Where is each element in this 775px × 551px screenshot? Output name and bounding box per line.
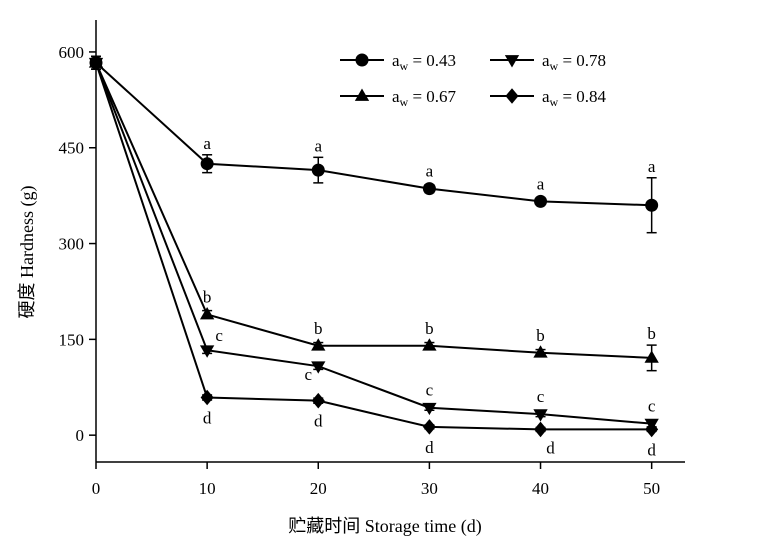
data-point bbox=[645, 421, 659, 438]
significance-letter: b bbox=[536, 326, 545, 345]
series-4-line bbox=[95, 62, 652, 431]
significance-letter: d bbox=[425, 438, 434, 457]
legend-entry-3: aw = 0.78 bbox=[490, 51, 606, 73]
series-layer: a a a a a b b b b b c c c c c d d d d d bbox=[88, 54, 659, 459]
significance-letter: c bbox=[215, 326, 223, 345]
y-tick-label-300: 300 bbox=[59, 235, 85, 254]
significance-letter: a bbox=[426, 162, 434, 181]
legend-entry-4: aw = 0.84 bbox=[490, 87, 607, 109]
series-2: b b b b b bbox=[88, 55, 659, 372]
data-point bbox=[200, 389, 214, 406]
data-point bbox=[422, 402, 437, 416]
data-point bbox=[311, 338, 326, 351]
legend: aw = 0.43 aw = 0.67 aw = 0.78 aw = 0.84 bbox=[340, 51, 607, 109]
y-tick-label-0: 0 bbox=[76, 426, 85, 445]
series-3: c c c c c bbox=[88, 55, 659, 432]
data-point bbox=[644, 350, 659, 363]
legend-label: aw = 0.78 bbox=[542, 51, 606, 73]
data-point bbox=[199, 345, 215, 358]
data-point bbox=[311, 163, 325, 177]
data-point bbox=[534, 421, 548, 438]
data-point bbox=[534, 194, 548, 208]
series-1-line bbox=[95, 62, 652, 207]
legend-marker bbox=[354, 88, 370, 101]
legend-entry-1: aw = 0.43 bbox=[340, 51, 456, 73]
x-tick-label-0: 0 bbox=[92, 479, 101, 498]
data-point bbox=[422, 419, 436, 435]
data-point bbox=[200, 157, 214, 171]
data-point bbox=[311, 392, 325, 409]
axes: 0 150 300 450 600 0 10 20 30 40 50 bbox=[59, 20, 685, 498]
x-tick-label-40: 40 bbox=[532, 479, 549, 498]
y-axis-title: 硬度 Hardness (g) bbox=[17, 186, 38, 319]
y-tick-label-150: 150 bbox=[59, 330, 85, 349]
significance-letter: b bbox=[314, 319, 323, 338]
data-point bbox=[645, 198, 659, 212]
significance-letter: b bbox=[203, 287, 212, 306]
legend-marker bbox=[355, 53, 369, 67]
significance-letter: b bbox=[647, 324, 656, 343]
data-point bbox=[533, 345, 548, 358]
x-tick-label-30: 30 bbox=[421, 479, 438, 498]
significance-letter: d bbox=[546, 438, 555, 457]
x-tick-label-50: 50 bbox=[643, 479, 660, 498]
series-1: a a a a a bbox=[89, 55, 659, 234]
significance-letter: d bbox=[203, 408, 212, 427]
legend-marker bbox=[505, 88, 519, 104]
significance-letter: c bbox=[648, 397, 656, 416]
data-point bbox=[89, 54, 103, 71]
series-3-line bbox=[95, 62, 652, 425]
significance-letter: a bbox=[314, 136, 322, 155]
series-4: d d d d d bbox=[89, 54, 659, 459]
significance-letter: c bbox=[537, 387, 545, 406]
data-point bbox=[533, 409, 548, 422]
data-point bbox=[422, 182, 436, 196]
significance-letter: d bbox=[647, 440, 656, 459]
significance-letter: b bbox=[425, 319, 434, 338]
legend-marker bbox=[504, 55, 520, 68]
y-tick-label-600: 600 bbox=[59, 43, 85, 62]
legend-label: aw = 0.43 bbox=[392, 51, 456, 73]
significance-letter: a bbox=[648, 157, 656, 176]
significance-letter: d bbox=[314, 412, 323, 431]
data-point bbox=[422, 338, 437, 351]
y-tick-label-450: 450 bbox=[59, 139, 85, 158]
legend-entry-2: aw = 0.67 bbox=[340, 87, 457, 109]
significance-letter: c bbox=[426, 381, 434, 400]
data-point bbox=[199, 306, 215, 320]
legend-label: aw = 0.84 bbox=[542, 87, 607, 109]
significance-letter: a bbox=[537, 174, 545, 193]
significance-letter: a bbox=[203, 134, 211, 153]
significance-letter: c bbox=[304, 365, 312, 384]
x-tick-label-20: 20 bbox=[310, 479, 327, 498]
data-point bbox=[311, 361, 326, 374]
series-2-line bbox=[95, 62, 652, 359]
x-tick-label-10: 10 bbox=[199, 479, 216, 498]
x-axis-title: 贮藏时间 Storage time (d) bbox=[288, 516, 481, 537]
legend-label: aw = 0.67 bbox=[392, 87, 457, 109]
